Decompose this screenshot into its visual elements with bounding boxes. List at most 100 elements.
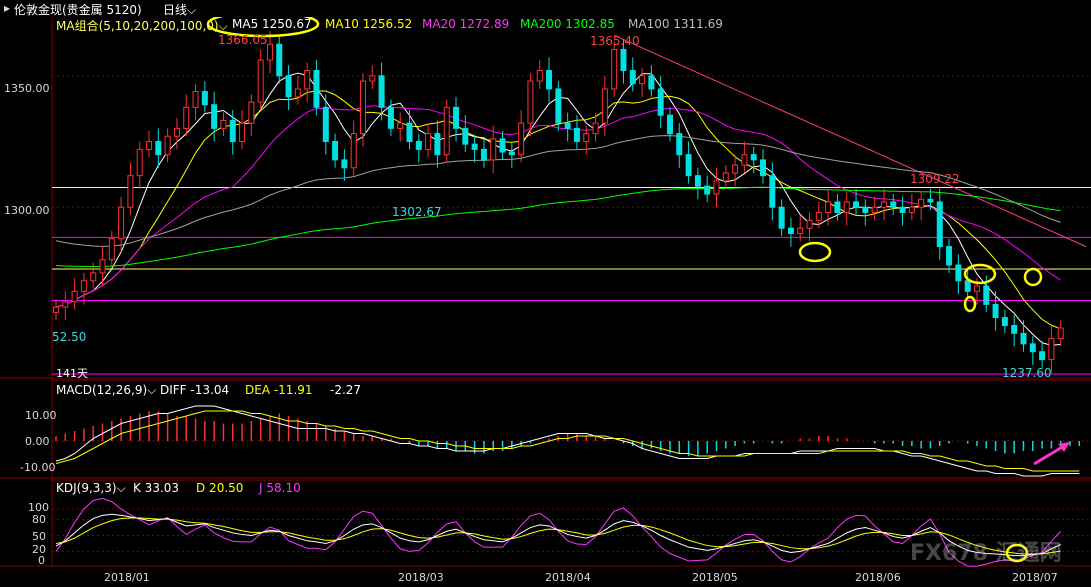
days-count: 141天 (56, 367, 88, 380)
candle-body (843, 201, 850, 213)
candle-body (369, 75, 376, 82)
candle-body (657, 88, 664, 116)
x-tick-2018-03: 2018/03 (398, 571, 444, 584)
instrument-title[interactable]: 伦敦金现(贵金属 5120) (14, 3, 142, 17)
kdj-k-line (55, 513, 1061, 557)
candle-body (527, 80, 534, 124)
candle-body (862, 206, 869, 213)
candle (760, 149, 767, 184)
candle-body (332, 141, 339, 161)
candle-body (71, 290, 78, 303)
candle-body (815, 211, 822, 221)
candle-body (285, 75, 292, 98)
y-tick-main-1300: 1300.00 (4, 204, 50, 217)
candle (546, 57, 553, 103)
candle-body (350, 133, 357, 169)
candle (387, 99, 394, 137)
candle (211, 91, 218, 142)
candle (453, 96, 460, 142)
candle-body (136, 148, 143, 177)
annotation-low1: 1302.67 (392, 205, 442, 219)
ma5-value: MA5 1250.67 (232, 17, 312, 31)
chevron-down-icon: ⌵ (218, 19, 228, 33)
candle (462, 115, 469, 153)
y-tick-kdj-20: 20 (32, 543, 46, 556)
candle (508, 141, 515, 168)
candle (797, 215, 804, 242)
candle-body (555, 88, 562, 124)
ma-combo-label[interactable]: MA组合(5,10,20,200,100,0)⌵ (56, 19, 228, 33)
candle (164, 128, 171, 163)
candle-body (304, 70, 311, 90)
top-header: ▸ 伦敦金现(贵金属 5120) 日线⌵ (0, 0, 1091, 17)
candle-body (201, 91, 208, 106)
candle-body (434, 133, 441, 156)
candle-body (778, 206, 785, 229)
candle-body (99, 259, 106, 274)
candle-body (871, 206, 878, 213)
annotation-low-left: 52.50 (52, 330, 87, 344)
candle-body (564, 122, 571, 129)
y-tick-main-1350: 1350.00 (4, 82, 50, 95)
candle-body (992, 303, 999, 319)
candle-body (918, 198, 925, 208)
candle (527, 73, 534, 137)
candle (806, 212, 813, 242)
candle-body (378, 75, 385, 108)
candle (350, 120, 357, 176)
candle (787, 217, 794, 247)
candle-body (257, 59, 264, 103)
candle (62, 291, 69, 321)
period-selector[interactable]: 日线⌵ (163, 1, 196, 18)
candle-body (490, 138, 497, 161)
candle-body (266, 43, 273, 61)
candle-body (248, 101, 255, 124)
candle (620, 39, 627, 84)
watermark: FX678 汇通网 (910, 541, 1062, 566)
menu-icon[interactable]: ▸ (4, 1, 11, 15)
candle-body (1029, 343, 1036, 353)
candle (843, 191, 850, 226)
candle (676, 123, 683, 168)
macd-diff-value: DIFF -13.04 (160, 383, 230, 397)
highlight-ellipse (963, 263, 997, 285)
candle-body (722, 172, 729, 182)
candle-body (946, 246, 953, 266)
candle (564, 112, 571, 142)
y-tick-macd-0: 0.00 (25, 435, 50, 448)
macd-label[interactable]: MACD(12,26,9)⌵ (56, 383, 157, 397)
kdj-j-value: J 58.10 (259, 481, 301, 495)
candle-body (806, 219, 813, 229)
y-tick-macd-10: 10.00 (25, 409, 57, 422)
x-tick-2018-05: 2018/05 (692, 571, 738, 584)
candle-body (899, 206, 906, 213)
candle-body (583, 133, 590, 143)
candle (722, 165, 729, 189)
kdj-j-line (55, 497, 1062, 567)
candle (471, 136, 478, 163)
candle-body (1011, 324, 1018, 334)
candle-body (239, 122, 246, 143)
candle-body (694, 175, 701, 187)
chevron-down-icon: ⌵ (116, 481, 126, 495)
candle-body (164, 135, 171, 156)
highlight-ellipse-kdj (1005, 543, 1029, 563)
candle (378, 62, 385, 121)
kdj-label[interactable]: KDJ(9,3,3)⌵ (56, 481, 126, 495)
trend-line (613, 34, 1087, 248)
candle (1001, 309, 1008, 334)
candle (341, 149, 348, 181)
candle (239, 109, 246, 150)
annotation-high3: 1309.22 (910, 172, 960, 186)
candle-body (508, 151, 515, 156)
candle (183, 94, 190, 137)
candle (146, 130, 153, 158)
candle (871, 196, 878, 221)
candle (1011, 314, 1018, 347)
candle-body (853, 201, 860, 208)
highlight-ellipse (1023, 267, 1043, 287)
candle (220, 112, 227, 137)
candle-body (322, 106, 329, 143)
candle-body (973, 285, 980, 292)
